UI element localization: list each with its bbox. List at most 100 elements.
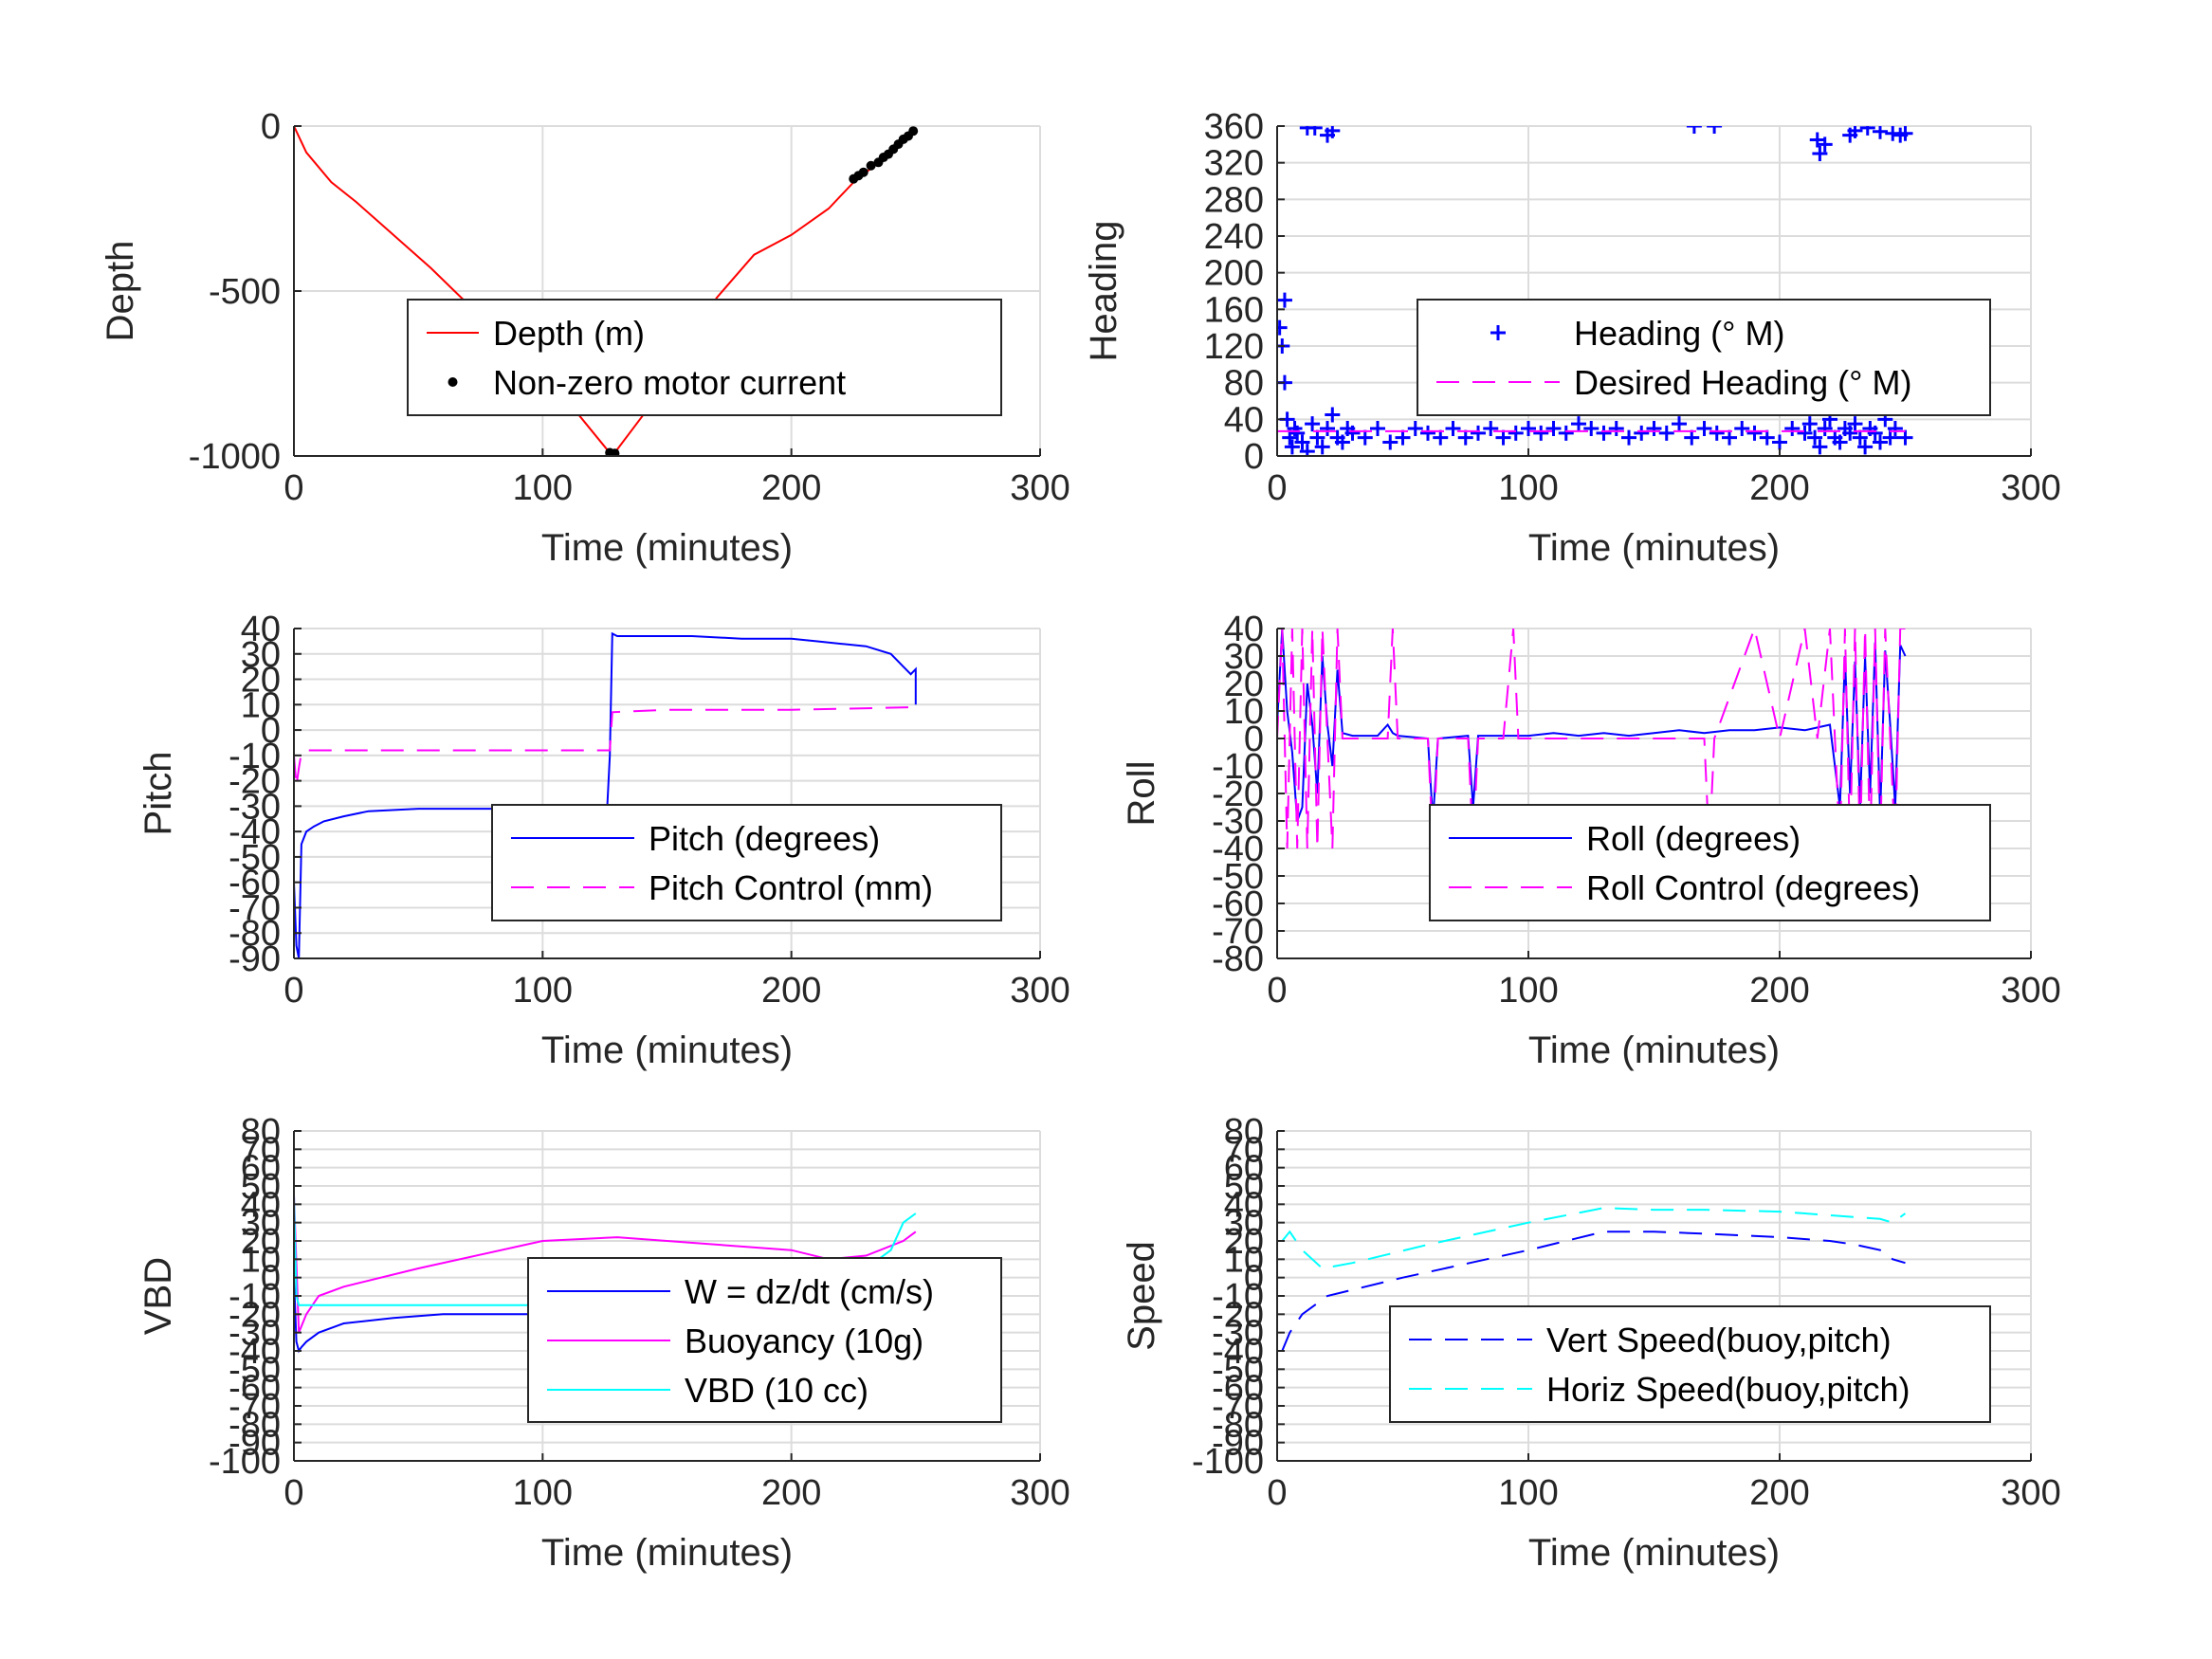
heading-series-0-point [1646,421,1662,436]
vbd-ytick-label: -70 [229,1387,281,1427]
speed-ytick-label: 10 [1224,1240,1264,1280]
pitch-ytick-label: 20 [241,661,281,701]
roll-xtick-label: 100 [1498,971,1558,1011]
heading-series-0-point [1608,421,1624,436]
heading-ytick-label: 320 [1204,144,1264,184]
heading-series-0-point [1859,126,1875,136]
pitch-ytick-label: -70 [229,888,281,928]
heading-series-0-point [1483,421,1499,436]
heading-series-0-point [1445,421,1461,436]
pitch-ytick-label: -40 [229,812,281,852]
speed-ytick-label: 0 [1244,1259,1264,1299]
depth-y-axis-label: Depth [100,241,141,342]
vbd-x-axis-label: Time (minutes) [541,1532,793,1574]
speed-legend-label: Horiz Speed(buoy,pitch) [1546,1370,1910,1409]
speed-xtick-label: 0 [1267,1473,1287,1513]
heading-series-0-point [1722,429,1737,446]
depth-xtick-label: 200 [761,468,821,508]
depth-ytick-label: -500 [209,272,281,312]
speed-ytick-label: -30 [1212,1314,1264,1354]
heading-xtick-label: 100 [1498,468,1558,508]
heading-series-0-point [1847,126,1863,138]
pitch-y-axis-label: Pitch [137,752,179,836]
heading-series-0-point [1284,439,1300,455]
roll-legend-label: Roll (degrees) [1586,819,1801,858]
speed-ytick-label: 80 [1224,1112,1264,1152]
roll-series-group [1277,629,1907,849]
speed-ytick-label: 40 [1224,1185,1264,1225]
heading-y-axis-label: Heading [1083,220,1124,361]
heading-ytick-label: 280 [1204,180,1264,220]
heading-series-0-point [1696,421,1712,436]
pitch-xtick-label: 300 [1010,971,1069,1011]
heading-series-0-point [1857,439,1874,455]
heading-series-0-point [1897,429,1913,446]
speed-ytick-label: -10 [1212,1277,1264,1317]
speed-x-axis-label: Time (minutes) [1528,1532,1780,1574]
heading-series-0-point [1583,421,1600,436]
heading-legend-label: Desired Heading (° M) [1574,363,1912,402]
roll-ytick-label: 0 [1244,720,1264,759]
pitch-legend-label: Pitch Control (mm) [649,868,933,907]
depth-legend-label: Non-zero motor current [493,363,846,402]
pitch-ytick-label: 40 [241,610,281,649]
roll-ytick-label: -60 [1212,884,1264,924]
heading-chart: 0 100 200 30004080120160200240280320360Time… [1083,107,2061,569]
vbd-legend-label: VBD (10 cc) [685,1371,868,1410]
heading-series-0-point [1571,416,1586,432]
heading-series-0-point [1521,421,1536,436]
speed-xtick-label: 200 [1749,1473,1809,1513]
pitch-ytick-label: -60 [229,864,281,903]
vbd-series-1-line [294,1194,917,1334]
heading-series-0-point [1289,425,1306,441]
depth-legend-box [407,299,1002,416]
vbd-ytick-label: 20 [241,1222,281,1262]
roll-legend: Roll (degrees) Roll Control (degrees) [1429,804,1991,921]
heading-series-0-point [1395,429,1411,446]
vbd-ytick-label: -90 [229,1424,281,1464]
heading-series-0-point [1746,425,1763,441]
heading-series-0-point [1897,126,1913,141]
pitch-legend-label: Pitch (degrees) [649,819,880,858]
vbd-ytick-label: 60 [241,1149,281,1189]
vbd-ytick-label: 80 [241,1112,281,1152]
roll-ytick-label: -30 [1212,802,1264,842]
speed-chart: 0 100 200 300-100-90-80-70-60-50-40-30-20-1… [1121,1112,2061,1574]
heading-series-0-point [1707,126,1723,134]
speed-ytick-label: -80 [1212,1405,1264,1445]
depth-series-group [294,126,919,456]
heading-legend-swatch [1490,325,1506,340]
heading-series-0-point [1852,429,1868,446]
speed-y-axis-label: Speed [1121,1241,1162,1351]
pitch-ytick-label: 10 [241,685,281,725]
depth-ytick-label: -1000 [189,437,281,477]
speed-ytick-label: -90 [1212,1424,1264,1464]
depth-xtick-label: 300 [1010,468,1069,508]
heading-series-0-point [1320,421,1335,436]
heading-series-0-point [1772,434,1787,450]
vbd-ytick-label: -10 [229,1277,281,1317]
depth-series-1-point [610,448,620,456]
pitch-series-group [294,631,917,958]
pitch-legend-box [491,804,1002,921]
heading-xtick-label: 0 [1267,468,1287,508]
heading-series-0-point [1807,429,1823,446]
heading-ytick-label: 240 [1204,217,1264,257]
depth-legend-label: Depth (m) [493,314,645,353]
vbd-ytick-label: -100 [209,1442,281,1482]
speed-legend-label: Vert Speed(buoy,pitch) [1546,1321,1892,1359]
heading-legend-label: Heading (° M) [1574,314,1784,353]
heading-ytick-label: 120 [1204,327,1264,367]
roll-ytick-label: -40 [1212,830,1264,869]
speed-legend-box [1389,1305,1991,1423]
speed-ytick-label: -100 [1192,1442,1264,1482]
roll-ytick-label: 40 [1224,610,1264,649]
vbd-ytick-label: -60 [229,1369,281,1409]
heading-series-0-point [1307,126,1323,136]
heading-series-0-point [1277,292,1292,308]
pitch-series-1-line [294,706,916,787]
pitch-xtick-label: 100 [513,971,573,1011]
heading-series-0-point [1370,421,1385,436]
pitch-chart: 0 100 200 300-90-80-70-60-50-40-30-20-10010… [137,610,1070,1071]
